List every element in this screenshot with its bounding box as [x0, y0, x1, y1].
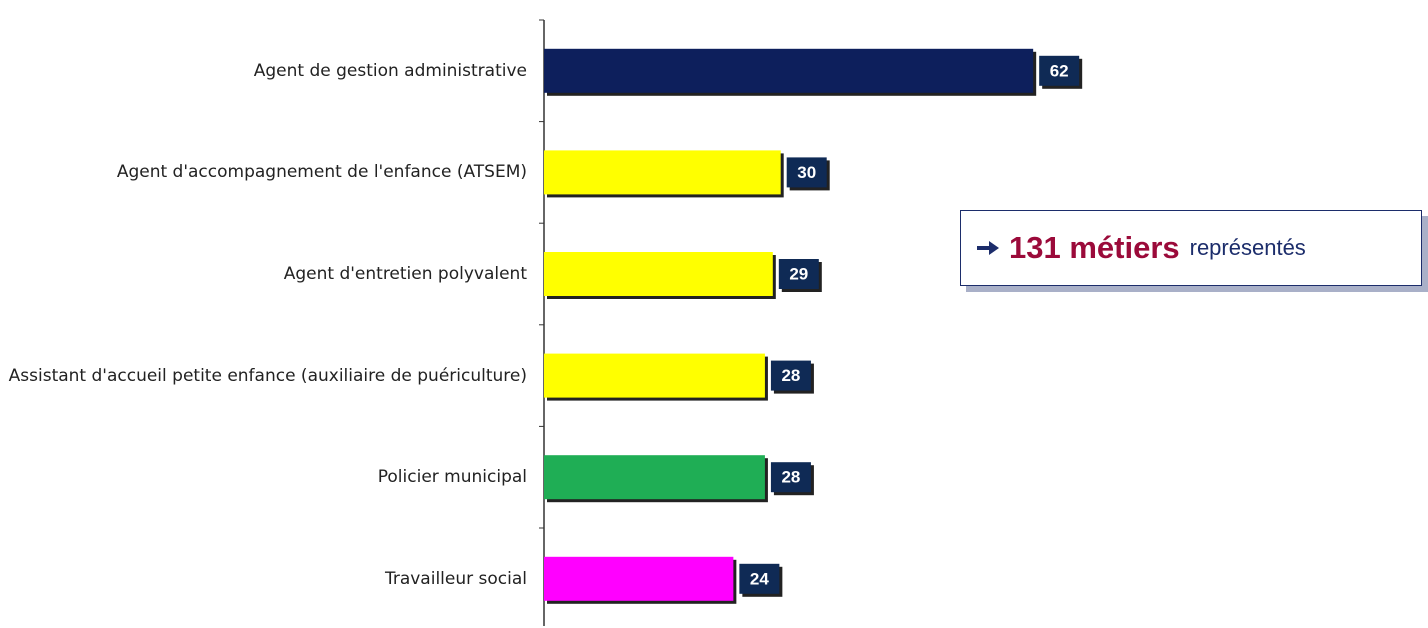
value-label: 28: [781, 468, 800, 487]
category-label: Agent d'entretien polyvalent: [283, 264, 527, 284]
category-label: Agent d'accompagnement de l'enfance (ATS…: [116, 162, 527, 183]
value-label: 24: [750, 569, 769, 588]
arrow-icon: [977, 241, 999, 255]
bar: [544, 556, 734, 601]
value-box: [786, 157, 827, 188]
value-box: [739, 563, 780, 594]
category-label: Policier municipal: [377, 467, 527, 488]
value-box: [778, 259, 819, 289]
category-label: Assistant d'accueil petite enfance (auxi…: [8, 365, 527, 386]
bar: [544, 48, 1034, 93]
value-box: [1039, 55, 1080, 86]
value-label: 28: [781, 366, 800, 385]
bar: [544, 150, 781, 195]
annotation-highlight: 131 métiers: [1009, 230, 1180, 265]
value-label: 29: [789, 264, 808, 283]
bar: [544, 455, 765, 500]
bar: [544, 252, 773, 296]
category-label: Agent de gestion administrative: [253, 60, 527, 81]
value-label: 30: [797, 163, 816, 182]
category-label: Travailleur social: [384, 568, 527, 589]
annotation-text: représentés: [1189, 235, 1306, 260]
value-box: [770, 360, 811, 391]
bar: [544, 353, 765, 398]
value-label: 62: [1050, 61, 1069, 80]
value-box: [770, 462, 811, 493]
annotation-box: 131 métiers représentés: [960, 210, 1422, 286]
